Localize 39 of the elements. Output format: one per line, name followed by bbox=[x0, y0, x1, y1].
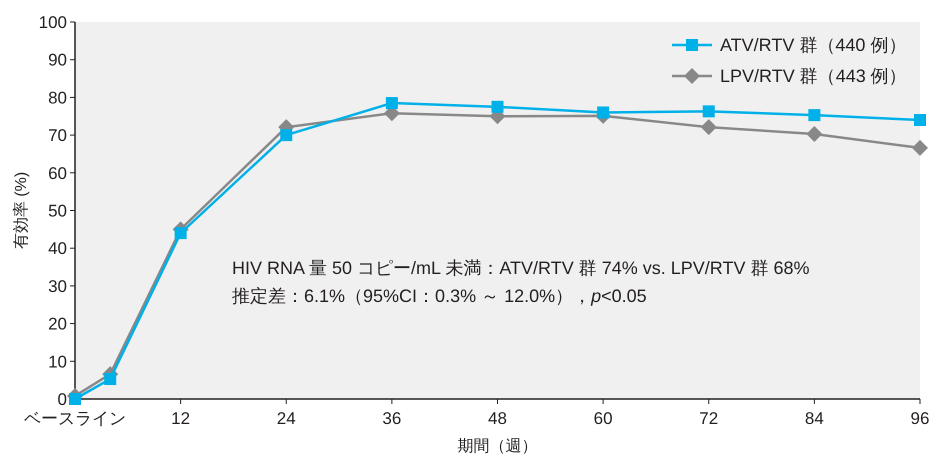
y-tick-label: 50 bbox=[48, 202, 67, 220]
annotation: HIV RNA 量 50 コピー/mL 未満：ATV/RTV 群 74% vs. LPV/RTV 群 68% bbox=[232, 258, 810, 278]
y-tick-label: 30 bbox=[48, 276, 67, 296]
point bbox=[806, 126, 822, 142]
x-tick-label: 72 bbox=[699, 409, 718, 428]
legend-label: ATV/RTV 群（440 例） bbox=[720, 35, 906, 55]
x-tick-label: 48 bbox=[488, 409, 507, 428]
x-tick-label: 84 bbox=[804, 409, 824, 428]
y-tick-label: 60 bbox=[48, 164, 67, 183]
point bbox=[386, 97, 398, 110]
y-axis-title: 有効率 (%) bbox=[12, 172, 30, 250]
y-tick-label: 80 bbox=[48, 88, 67, 108]
point bbox=[492, 100, 504, 113]
x-tick-label: 24 bbox=[276, 409, 296, 428]
point bbox=[702, 105, 715, 118]
point bbox=[174, 227, 187, 240]
y-tick-label: 0 bbox=[58, 390, 67, 409]
legend-label: LPV/RTV 群（443 例） bbox=[720, 66, 907, 86]
point bbox=[280, 129, 292, 142]
y-tick-label: 100 bbox=[38, 13, 67, 32]
y-tick-label: 90 bbox=[48, 50, 67, 70]
point bbox=[69, 393, 81, 405]
point bbox=[808, 109, 820, 122]
y-tick-label: 40 bbox=[48, 239, 67, 258]
y-tick-label: 10 bbox=[48, 352, 67, 372]
x-tick-label: 60 bbox=[594, 409, 613, 428]
point bbox=[700, 119, 717, 136]
point bbox=[597, 106, 610, 118]
x-tick-label: ベースライン bbox=[24, 409, 126, 428]
y-tick-label: 70 bbox=[48, 126, 67, 146]
point bbox=[104, 373, 116, 386]
x-tick-label: 36 bbox=[382, 409, 402, 428]
point bbox=[912, 140, 928, 156]
x-tick-label: 12 bbox=[171, 409, 190, 428]
y-tick-label: 20 bbox=[48, 314, 67, 334]
x-axis-title: 期間（週） bbox=[458, 437, 538, 455]
x-tick-label: 96 bbox=[910, 409, 930, 428]
annotation: 推定差：6.1%（95%CI：0.3% ～ 12.0%），p<0.05 bbox=[232, 286, 647, 306]
point bbox=[914, 114, 926, 126]
